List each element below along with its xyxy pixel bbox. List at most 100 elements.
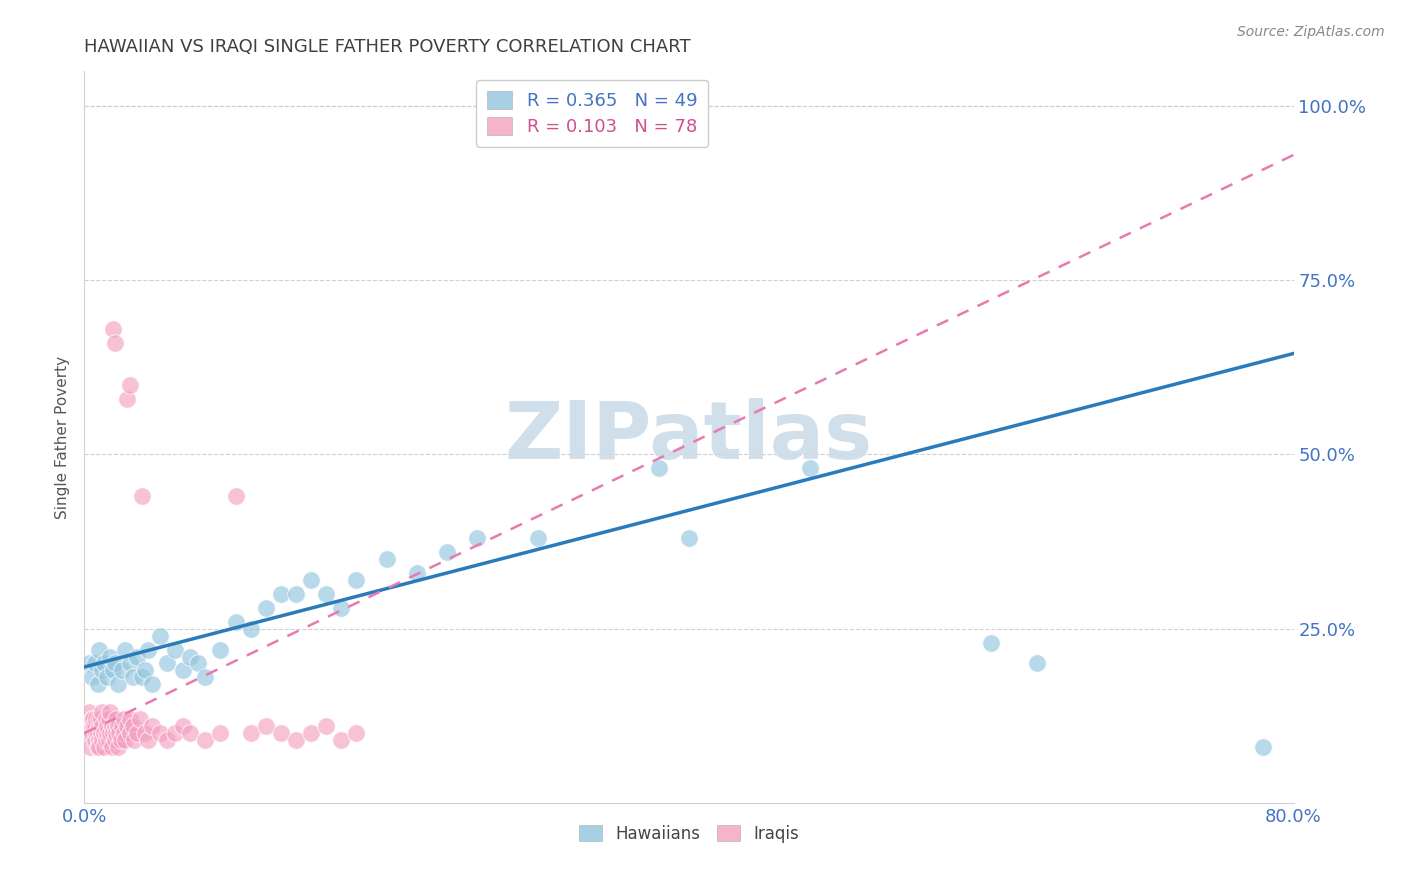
Point xyxy=(129,712,152,726)
Point xyxy=(93,740,115,755)
Point xyxy=(90,726,112,740)
Point xyxy=(330,600,353,615)
Point xyxy=(149,629,172,643)
Point xyxy=(270,726,292,740)
Point xyxy=(527,531,550,545)
Point xyxy=(285,587,308,601)
Point xyxy=(315,587,337,601)
Point xyxy=(84,719,107,733)
Point xyxy=(131,670,153,684)
Point xyxy=(678,531,700,545)
Point xyxy=(299,573,322,587)
Point xyxy=(115,719,138,733)
Point xyxy=(105,726,128,740)
Text: HAWAIIAN VS IRAQI SINGLE FATHER POVERTY CORRELATION CHART: HAWAIIAN VS IRAQI SINGLE FATHER POVERTY … xyxy=(84,38,690,56)
Point xyxy=(172,719,194,733)
Point xyxy=(96,719,118,733)
Point xyxy=(346,726,368,740)
Point xyxy=(121,670,143,684)
Point xyxy=(799,461,821,475)
Text: Source: ZipAtlas.com: Source: ZipAtlas.com xyxy=(1237,25,1385,39)
Point xyxy=(179,649,201,664)
Point xyxy=(89,712,111,726)
Point xyxy=(172,664,194,678)
Point xyxy=(89,642,111,657)
Point xyxy=(346,573,368,587)
Point xyxy=(96,670,118,684)
Point xyxy=(77,705,100,719)
Point xyxy=(89,719,111,733)
Point xyxy=(254,600,277,615)
Point xyxy=(467,531,489,545)
Point xyxy=(115,392,138,406)
Point xyxy=(114,642,136,657)
Point xyxy=(97,733,120,747)
Point xyxy=(1253,740,1275,755)
Point xyxy=(104,657,127,671)
Point xyxy=(149,726,172,740)
Point xyxy=(91,705,114,719)
Point xyxy=(225,615,247,629)
Point xyxy=(100,740,122,755)
Point xyxy=(111,664,134,678)
Point xyxy=(101,726,124,740)
Point xyxy=(80,712,103,726)
Point xyxy=(118,712,141,726)
Point xyxy=(1025,657,1047,671)
Y-axis label: Single Father Poverty: Single Father Poverty xyxy=(55,356,70,518)
Point xyxy=(107,719,129,733)
Point xyxy=(112,712,135,726)
Point xyxy=(127,649,149,664)
Point xyxy=(77,657,100,671)
Point xyxy=(118,377,141,392)
Point xyxy=(270,587,292,601)
Point xyxy=(127,726,149,740)
Point xyxy=(299,726,322,740)
Point xyxy=(93,657,115,671)
Point xyxy=(82,719,104,733)
Point xyxy=(86,726,108,740)
Point xyxy=(118,657,141,671)
Point xyxy=(209,726,232,740)
Point xyxy=(285,733,308,747)
Point xyxy=(93,726,115,740)
Point xyxy=(165,642,187,657)
Point xyxy=(136,733,159,747)
Point xyxy=(110,733,132,747)
Point xyxy=(315,719,337,733)
Point xyxy=(111,719,134,733)
Point xyxy=(80,726,103,740)
Point xyxy=(101,322,124,336)
Point xyxy=(100,719,122,733)
Point xyxy=(82,712,104,726)
Point xyxy=(89,740,111,755)
Legend: Hawaiians, Iraqis: Hawaiians, Iraqis xyxy=(572,818,806,849)
Point xyxy=(97,712,120,726)
Point xyxy=(86,712,108,726)
Point xyxy=(87,726,110,740)
Point xyxy=(91,664,114,678)
Point xyxy=(84,657,107,671)
Point xyxy=(105,712,128,726)
Point xyxy=(254,719,277,733)
Point xyxy=(76,726,98,740)
Point xyxy=(131,489,153,503)
Point xyxy=(94,712,117,726)
Point xyxy=(90,712,112,726)
Point xyxy=(104,719,127,733)
Point xyxy=(121,719,143,733)
Point xyxy=(94,733,117,747)
Point xyxy=(330,733,353,747)
Point xyxy=(108,726,131,740)
Point xyxy=(239,726,262,740)
Point xyxy=(375,552,398,566)
Point xyxy=(114,733,136,747)
Point xyxy=(141,677,163,691)
Point xyxy=(107,740,129,755)
Point xyxy=(156,657,179,671)
Point xyxy=(436,545,458,559)
Point xyxy=(87,677,110,691)
Point xyxy=(91,733,114,747)
Text: ZIPatlas: ZIPatlas xyxy=(505,398,873,476)
Point xyxy=(91,719,114,733)
